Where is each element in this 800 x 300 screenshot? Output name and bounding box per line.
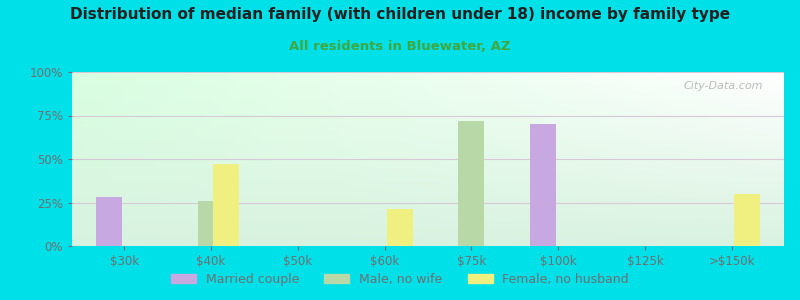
Bar: [387, 209, 413, 246]
Bar: [530, 124, 556, 246]
Text: Distribution of median family (with children under 18) income by family type: Distribution of median family (with chil…: [70, 8, 730, 22]
Bar: [96, 197, 122, 246]
Legend: Married couple, Male, no wife, Female, no husband: Married couple, Male, no wife, Female, n…: [166, 268, 634, 291]
Bar: [198, 201, 224, 246]
Text: All residents in Bluewater, AZ: All residents in Bluewater, AZ: [290, 40, 510, 53]
Bar: [214, 164, 239, 246]
Text: City-Data.com: City-Data.com: [683, 81, 762, 91]
Bar: [458, 121, 484, 246]
Bar: [734, 194, 760, 246]
